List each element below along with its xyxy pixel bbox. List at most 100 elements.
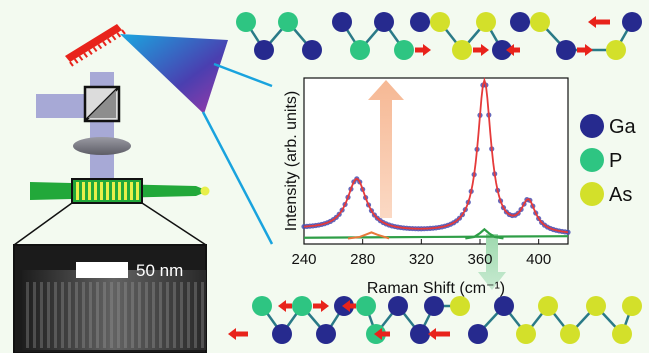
legend-label-as: As (609, 184, 632, 206)
ga-atom (494, 296, 514, 316)
ga-atom (272, 324, 292, 344)
as-atom (476, 12, 496, 32)
tem-lattice-stripe (159, 282, 162, 348)
x-tick-label: 360 (467, 251, 492, 268)
tem-lattice-stripe (26, 282, 29, 348)
tem-lattice-stripe (54, 282, 57, 348)
optical-setup (36, 24, 274, 245)
phonon-mode-chains (228, 12, 642, 344)
nanowire-stripe (130, 182, 133, 200)
ga-atom (556, 40, 576, 60)
tem-image: 50 nm (13, 244, 207, 353)
tem-lattice-stripe (61, 282, 64, 348)
tem-lattice-stripe (33, 282, 36, 348)
ga-atom (622, 12, 642, 32)
ga-atom (254, 40, 274, 60)
ga-atom (316, 324, 336, 344)
tem-zoom-line-right (141, 202, 207, 246)
as-atom (612, 324, 632, 344)
displacement-arrow (588, 16, 610, 28)
as-atom (530, 12, 550, 32)
nanowire (30, 178, 210, 204)
tem-lattice-stripe (47, 282, 50, 348)
displacement-arrow (415, 44, 431, 56)
tem-lattice-stripe (103, 282, 106, 348)
x-tick-label: 400 (526, 251, 551, 268)
displacement-arrow (228, 328, 248, 340)
tem-lattice-stripe (117, 282, 120, 348)
nanowire-stripe (94, 182, 97, 200)
diffraction-grating-icon (65, 24, 126, 67)
p-atom (356, 296, 376, 316)
element-legend: Ga P As (580, 114, 637, 206)
tem-lattice-stripe (124, 282, 127, 348)
as-atom (452, 40, 472, 60)
tem-lattice-stripe (145, 282, 148, 348)
tem-zoom-line-left (13, 202, 73, 246)
zoom-line-bottom (201, 111, 274, 245)
x-tick-label: 320 (409, 251, 434, 268)
tem-lattice-stripe (173, 282, 176, 348)
nanowire-stripe (100, 182, 103, 200)
chain-bottom-mixed (356, 296, 470, 344)
as-atom (586, 296, 606, 316)
as-mode-arrow (478, 234, 506, 290)
chain-top-gap (236, 12, 322, 60)
p-atom (252, 296, 272, 316)
displacement-arrow (374, 328, 390, 340)
p-mode-arrow (368, 80, 404, 218)
as-atom-icon (580, 182, 604, 206)
p-atom (292, 296, 312, 316)
beam-splitter-icon (83, 85, 121, 123)
nanowire-stripe (136, 182, 139, 200)
tem-lattice-stripe (82, 282, 85, 348)
y-axis-title: Intensity (arb. units) (283, 91, 300, 232)
dispersed-light-cone (120, 34, 228, 114)
ga-atom (302, 40, 322, 60)
nanowire-stripe (76, 182, 79, 200)
chain-bottom-gaas (468, 296, 642, 344)
displacement-arrow (473, 44, 489, 56)
x-tick-label: 240 (291, 251, 316, 268)
objective-lens-icon (73, 137, 131, 155)
displacement-arrow (428, 328, 450, 340)
as-atom (538, 296, 558, 316)
chain-top-mixed (410, 12, 512, 60)
ga-atom (388, 296, 408, 316)
legend-label-ga: Ga (609, 116, 637, 138)
displacement-arrow (506, 44, 520, 56)
x-tick-label: 280 (350, 251, 375, 268)
nanowire-stripe (124, 182, 127, 200)
p-atom (236, 12, 256, 32)
ga-atom (492, 40, 512, 60)
tem-lattice-stripe (201, 282, 204, 348)
superlattice-stripes (76, 182, 139, 200)
tem-lattice-stripe (180, 282, 183, 348)
as-atom (622, 296, 642, 316)
tem-lattice-stripe (138, 282, 141, 348)
as-atom (560, 324, 580, 344)
ga-atom (424, 296, 444, 316)
raman-chart: 240 280 320 360 400 Raman Shift (cm⁻¹) Inten… (283, 77, 571, 297)
p-atom (278, 12, 298, 32)
displacement-arrow (313, 300, 329, 312)
ga-atom (332, 12, 352, 32)
nanowire-stripe (106, 182, 109, 200)
p-atom-icon (580, 148, 604, 172)
p-atom (350, 40, 370, 60)
ga-atom (410, 324, 430, 344)
as-atom (430, 12, 450, 32)
scale-bar (76, 262, 128, 278)
tem-lattice-stripe (40, 282, 43, 348)
tem-lattice-stripe (110, 282, 113, 348)
nanowire-stripe (82, 182, 85, 200)
nanowire-stripe (88, 182, 91, 200)
nanowire-stripe (118, 182, 121, 200)
fit-curve (303, 77, 569, 234)
as-atom (450, 296, 470, 316)
tem-lattice-stripe (68, 282, 71, 348)
as-atom (516, 324, 536, 344)
chain-top-gap-mode (332, 12, 414, 60)
